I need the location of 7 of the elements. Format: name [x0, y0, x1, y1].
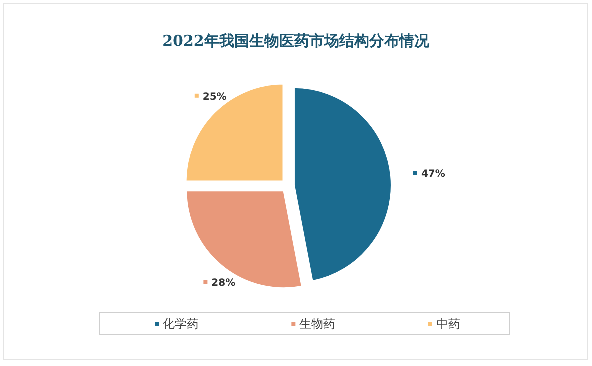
- legend-label: 中药: [436, 317, 460, 331]
- chart-title: 2022年我国生物医药市场结构分布情况: [162, 32, 430, 50]
- legend-label: 化学药: [163, 317, 199, 331]
- legend-label: 生物药: [300, 317, 336, 331]
- data-label: 28%: [212, 278, 236, 290]
- data-label: 47%: [421, 169, 446, 180]
- data-label: 25%: [202, 92, 227, 103]
